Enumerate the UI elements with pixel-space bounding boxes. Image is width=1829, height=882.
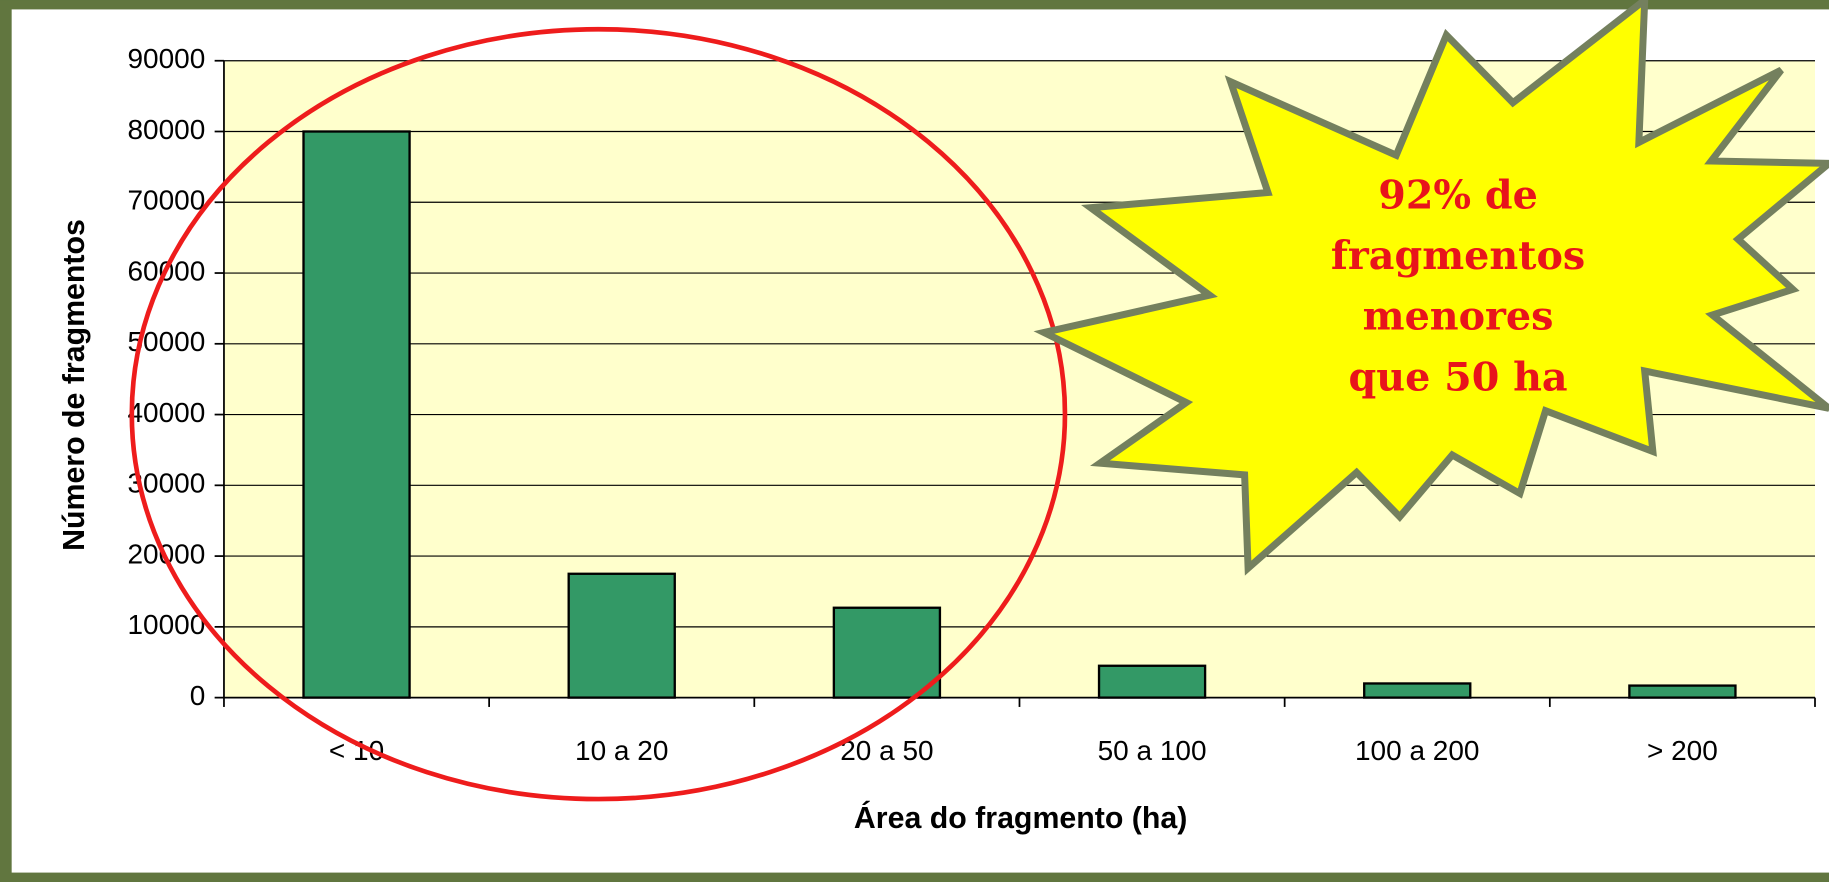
x-tick-label: 10 a 20 [575, 735, 668, 766]
y-tick-label: 20000 [127, 538, 205, 569]
annotation-line: que 50 ha [1349, 354, 1568, 400]
x-tick-label: 100 a 200 [1355, 735, 1480, 766]
bar [1097, 664, 1207, 699]
annotation: 92% de fragmentos menores que 50 ha [1331, 172, 1585, 400]
y-tick-label: 40000 [127, 397, 205, 428]
starburst [1033, 0, 1829, 576]
y-tick-label: 80000 [127, 114, 205, 145]
annotation-line: fragmentos [1331, 233, 1585, 279]
bar [1363, 682, 1472, 699]
y-tick-label: 90000 [127, 43, 205, 74]
bar [832, 606, 942, 699]
bar [567, 572, 676, 699]
bar [302, 130, 411, 699]
y-tick-label: 10000 [127, 609, 205, 640]
y-axis-title: Número de fragmentos [58, 219, 91, 551]
x-tick-label: > 200 [1647, 735, 1718, 766]
x-tick-label: 50 a 100 [1098, 735, 1207, 766]
highlight-ellipse [129, 26, 1068, 802]
bars [302, 130, 1737, 699]
annotation-line: 92% de [1378, 172, 1538, 218]
annotation-line: menores [1363, 294, 1554, 340]
x-tick-label: 20 a 50 [840, 735, 933, 766]
y-tick-label: 0 [190, 680, 206, 711]
y-tick-label: 70000 [127, 185, 205, 216]
labels: 0100002000030000400005000060000700008000… [127, 43, 1717, 766]
x-axis-title: Área do fragmento (ha) [854, 801, 1187, 835]
bar [1628, 684, 1737, 699]
